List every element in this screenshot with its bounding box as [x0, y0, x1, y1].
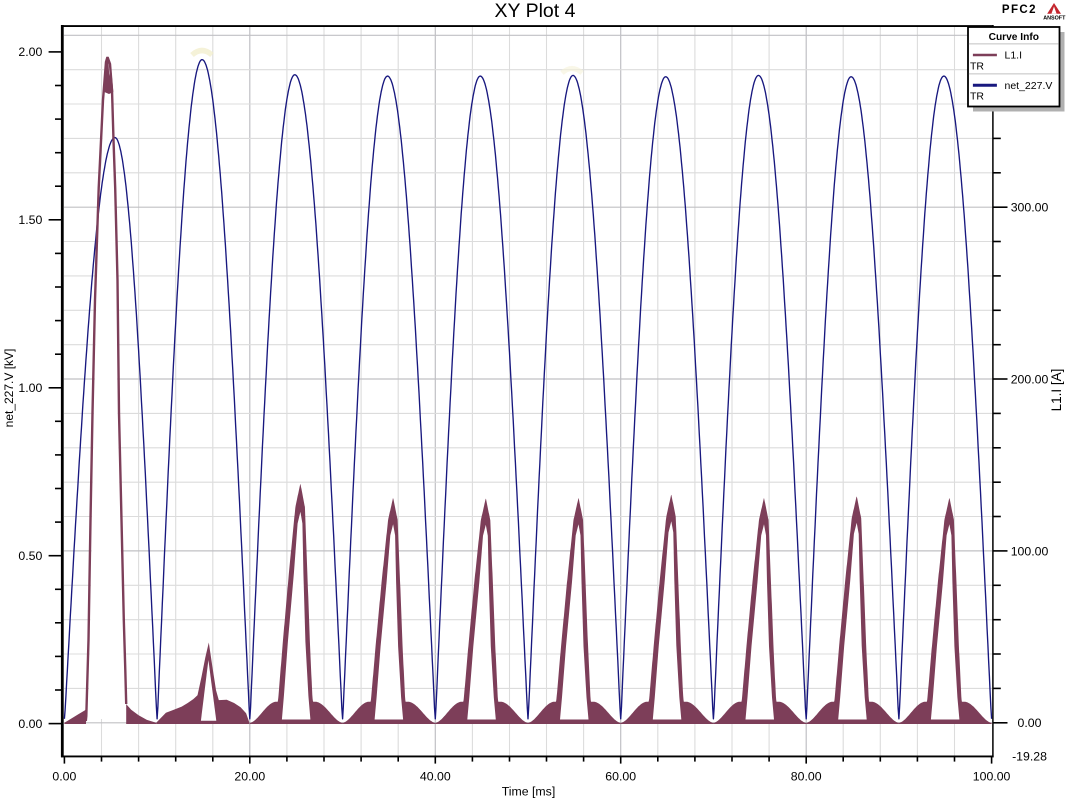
svg-text:100.00: 100.00 [1011, 545, 1049, 559]
svg-text:net_227.V: net_227.V [1005, 80, 1053, 92]
svg-text:TR: TR [970, 60, 984, 72]
svg-text:-19.28: -19.28 [1012, 750, 1047, 764]
svg-text:1.50: 1.50 [18, 213, 42, 227]
svg-text:Curve Info: Curve Info [989, 32, 1039, 43]
svg-text:0.00: 0.00 [18, 717, 42, 731]
svg-text:L1.I: L1.I [1005, 50, 1023, 62]
svg-text:TR: TR [970, 91, 984, 103]
svg-text:Time [ms]: Time [ms] [502, 784, 556, 798]
svg-text:60.00: 60.00 [605, 769, 636, 783]
svg-text:L1.I [A]: L1.I [A] [1049, 369, 1064, 412]
svg-text:PFC2: PFC2 [1002, 4, 1037, 16]
svg-text:1.00: 1.00 [18, 381, 42, 395]
svg-text:20.00: 20.00 [234, 769, 265, 783]
svg-text:net_227.V [kV]: net_227.V [kV] [2, 349, 16, 428]
svg-text:300.00: 300.00 [1011, 201, 1049, 215]
svg-text:100.00: 100.00 [973, 769, 1011, 783]
svg-text:ANSOFT: ANSOFT [1043, 16, 1066, 22]
svg-text:XY Plot 4: XY Plot 4 [495, 0, 576, 22]
svg-text:80.00: 80.00 [791, 769, 822, 783]
svg-text:0.00: 0.00 [52, 769, 76, 783]
svg-text:200.00: 200.00 [1011, 373, 1049, 387]
svg-text:2.00: 2.00 [18, 45, 42, 59]
svg-text:0.00: 0.00 [1018, 716, 1042, 730]
svg-text:40.00: 40.00 [420, 769, 451, 783]
svg-text:0.50: 0.50 [18, 549, 42, 563]
